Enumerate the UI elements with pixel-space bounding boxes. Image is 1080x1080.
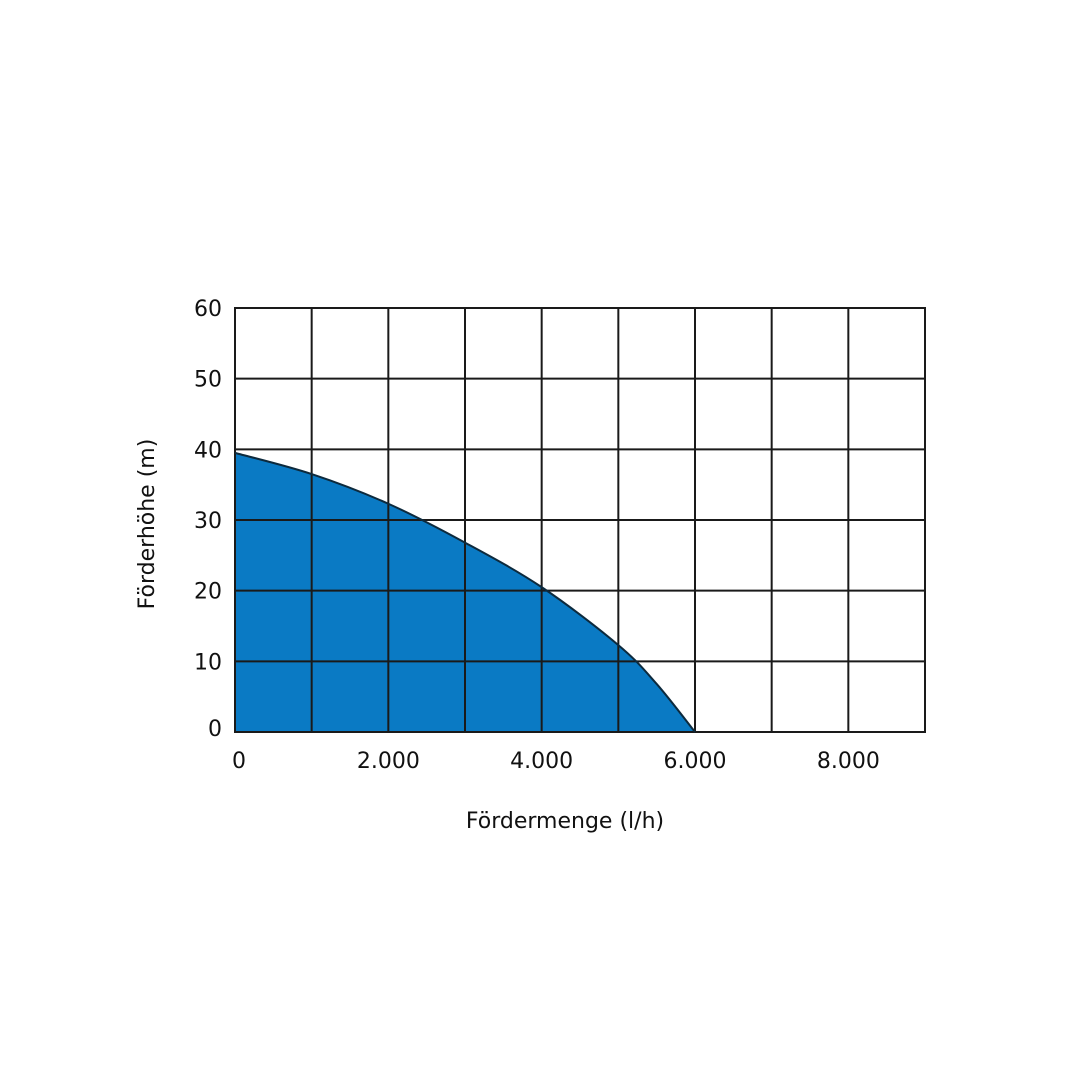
y-tick-label: 60 (194, 297, 222, 322)
grid-layer (234, 307, 926, 733)
x-tick-label: 8.000 (817, 749, 880, 774)
plot-border (234, 307, 926, 733)
y-axis-title: Förderhöhe (m) (135, 439, 160, 610)
y-tick-label: 30 (194, 509, 222, 534)
performance-curve-line (234, 451, 696, 733)
x-tick-label: 2.000 (357, 749, 420, 774)
x-axis-title: Fördermenge (l/h) (466, 809, 664, 834)
x-tick-labels: 0 2.000 4.000 6.000 8.000 (232, 749, 880, 774)
x-tick-label: 6.000 (664, 749, 727, 774)
y-tick-label: 50 (194, 368, 222, 393)
x-tick-label: 4.000 (510, 749, 573, 774)
curve-line-layer (234, 451, 696, 733)
y-tick-label: 0 (208, 717, 222, 742)
y-tick-label: 20 (194, 580, 222, 605)
y-tick-labels: 0 10 20 30 40 50 60 (194, 297, 222, 742)
y-tick-label: 10 (194, 650, 222, 675)
y-tick-label: 40 (194, 438, 222, 463)
x-tick-label: 0 (232, 749, 246, 774)
